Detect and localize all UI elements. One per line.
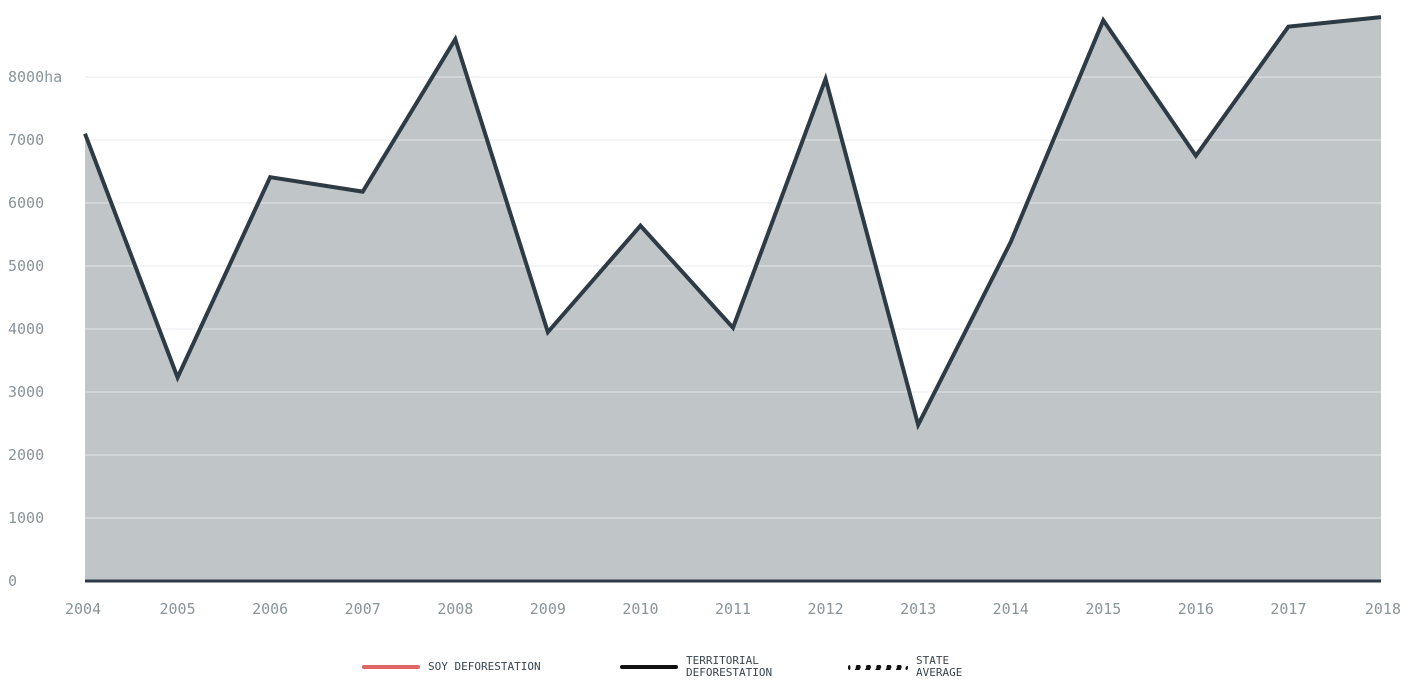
x-tick-label: 2009	[530, 600, 566, 618]
y-tick-label: 0	[8, 572, 17, 590]
x-tick-label: 2014	[993, 600, 1029, 618]
series-line-territorial-deforestation	[83, 15, 1382, 431]
y-tick-label: 4000	[8, 320, 44, 338]
legend-label-territorial: TERRITORIAL DEFORESTATION	[686, 654, 773, 679]
x-tick-label: 2012	[808, 600, 844, 618]
x-tick-label: 2007	[345, 600, 381, 618]
x-tick-label: 2004	[65, 600, 101, 618]
x-tick-label: 2015	[1085, 600, 1121, 618]
y-tick-label: 3000	[8, 383, 44, 401]
y-tick-label: 1000	[8, 509, 44, 527]
y-tick-label: 5000	[8, 257, 44, 275]
x-tick-label: 2006	[252, 600, 288, 618]
y-tick-label: 6000	[8, 194, 44, 212]
legend-item-state-average[interactable]: STATE AVERAGE	[848, 655, 962, 679]
x-tick-label: 2010	[622, 600, 658, 618]
area-chart: 0 1000 2000 3000 4000 5000 6000 7000 8000ha 2004 2…	[8, 15, 1401, 618]
legend: SOY DEFORESTATION TERRITORIAL DEFORESTAT…	[0, 655, 1419, 682]
legend-swatch-soy	[362, 665, 420, 669]
x-tick-label: 2016	[1178, 600, 1214, 618]
legend-label-state-average: STATE AVERAGE	[916, 654, 963, 679]
x-tick-label: 2011	[715, 600, 751, 618]
y-tick-label: 7000	[8, 131, 44, 149]
legend-swatch-territorial	[620, 665, 678, 669]
x-tick-label: 2017	[1270, 600, 1306, 618]
x-tick-label: 2018	[1365, 600, 1401, 618]
legend-item-territorial-deforestation[interactable]: TERRITORIAL DEFORESTATION	[620, 655, 772, 679]
legend-swatch-state-average	[848, 664, 908, 670]
x-tick-label: 2013	[900, 600, 936, 618]
y-tick-label: 2000	[8, 446, 44, 464]
area-fill	[85, 17, 1381, 581]
legend-item-soy-deforestation[interactable]: SOY DEFORESTATION	[362, 661, 541, 673]
x-tick-label: 2008	[437, 600, 473, 618]
y-tick-label: 8000ha	[8, 68, 62, 86]
x-tick-label: 2005	[160, 600, 196, 618]
legend-label-soy: SOY DEFORESTATION	[428, 660, 541, 673]
